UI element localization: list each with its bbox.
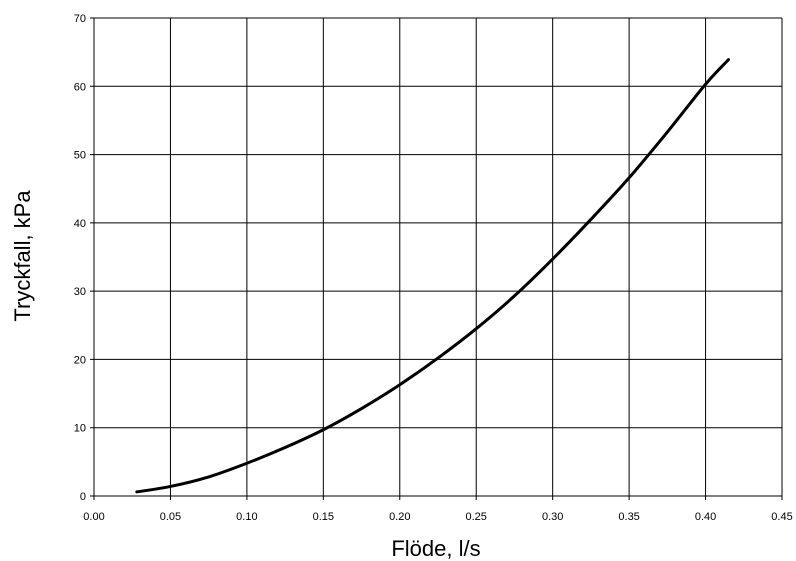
x-tick-label: 0.15	[313, 511, 334, 523]
y-tick-label: 20	[74, 354, 86, 366]
y-axis-ticks: 0 10 20 30 40 50 60 70	[74, 13, 86, 503]
y-tick-label: 60	[74, 81, 86, 93]
y-tick-label: 70	[74, 13, 86, 25]
grid	[90, 17, 783, 500]
y-tick-label: 30	[74, 286, 86, 298]
x-tick-label: 0.10	[236, 511, 257, 523]
x-tick-label: 0.05	[160, 511, 181, 523]
x-tick-label: 0.00	[83, 511, 104, 523]
x-tick-label: 0.30	[542, 511, 563, 523]
y-tick-label: 40	[74, 218, 86, 230]
x-tick-label: 0.45	[771, 511, 792, 523]
series-layer	[135, 58, 730, 494]
y-tick-label: 10	[74, 423, 86, 435]
x-axis-title: Flöde, l/s	[391, 536, 480, 561]
x-tick-label: 0.35	[618, 511, 639, 523]
y-tick-label: 50	[74, 150, 86, 162]
x-tick-label: 0.20	[389, 511, 410, 523]
series-line	[135, 58, 730, 494]
x-tick-label: 0.40	[695, 511, 716, 523]
x-tick-label: 0.25	[466, 511, 487, 523]
y-axis-title: Tryckfall, kPa	[10, 190, 35, 322]
y-tick-label: 0	[80, 491, 86, 503]
x-axis-ticks: 0.00 0.05 0.10 0.15 0.20 0.25 0.30 0.35 0.40 0.45	[83, 511, 792, 523]
